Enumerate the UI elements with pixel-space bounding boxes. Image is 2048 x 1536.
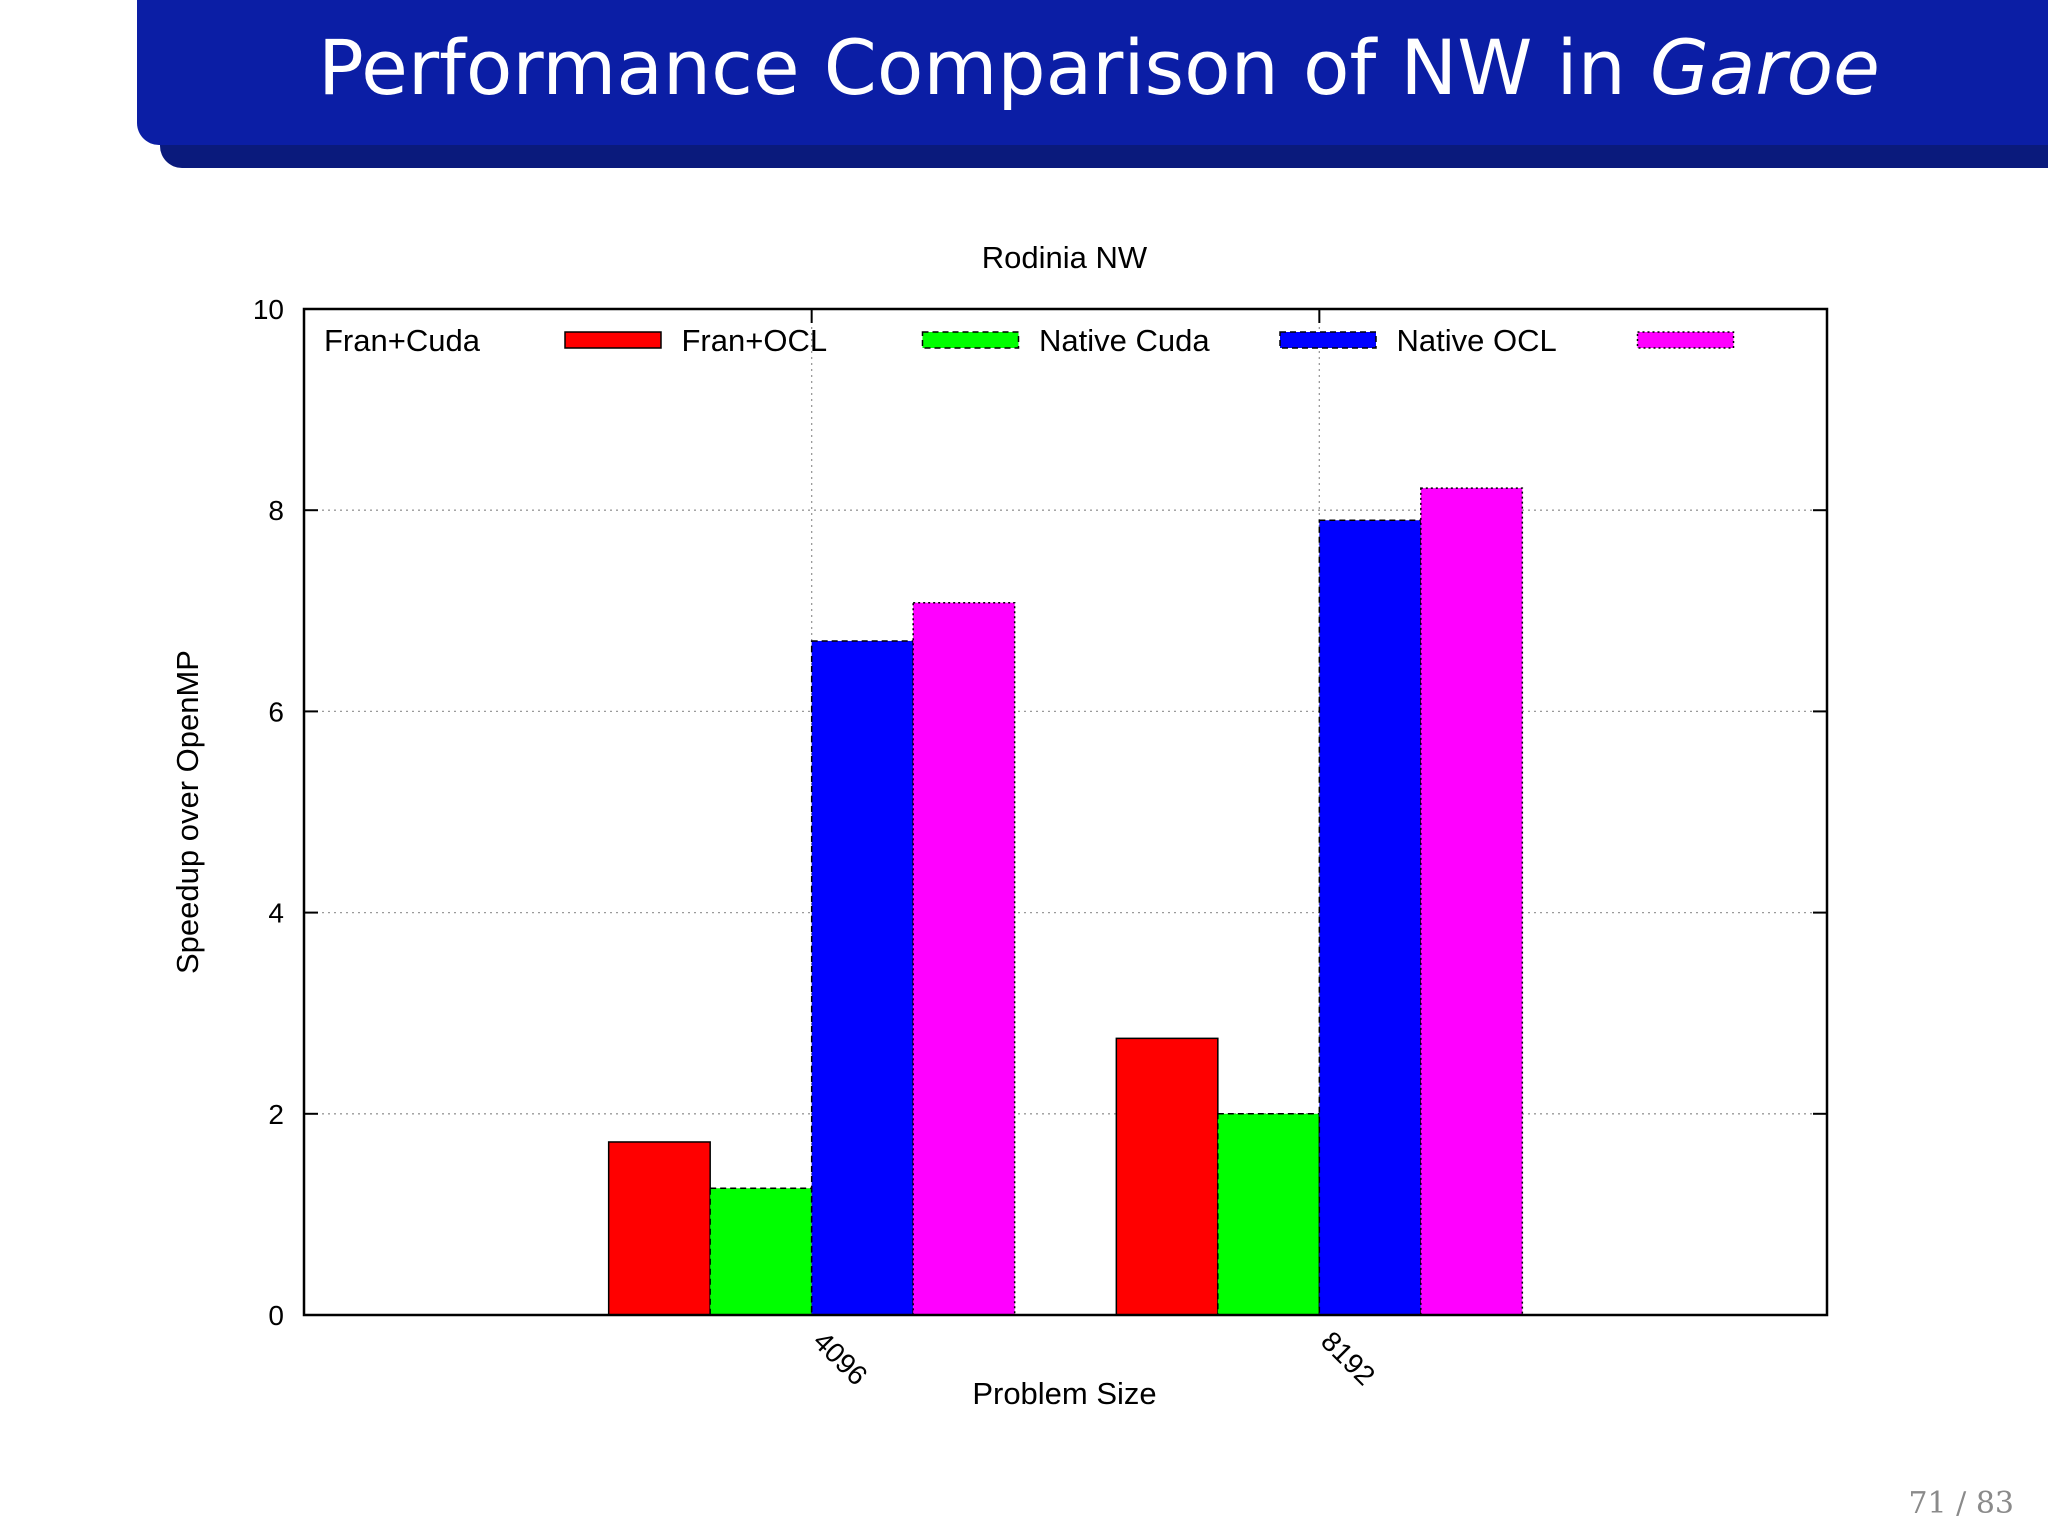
bar xyxy=(1115,1037,1219,1316)
legend-label: Native Cuda xyxy=(1039,323,1210,358)
bar xyxy=(1217,1113,1321,1316)
y-tick-label: 8 xyxy=(268,495,284,526)
y-tick-label: 10 xyxy=(253,294,284,325)
x-tick-label: 8192 xyxy=(1315,1325,1381,1391)
legend-swatch xyxy=(1279,331,1377,349)
slide-title-main: Performance Comparison of NW in xyxy=(318,23,1650,112)
bar xyxy=(1318,519,1422,1316)
y-tick-label: 6 xyxy=(268,696,284,727)
page-current: 71 xyxy=(1908,1486,1947,1521)
y-tick-label: 4 xyxy=(268,898,284,929)
plot-frame xyxy=(302,307,1829,1317)
x-tick-label: 4096 xyxy=(807,1325,873,1391)
legend-label: Native OCL xyxy=(1397,323,1557,358)
legend-swatch xyxy=(564,331,662,349)
y-tick-label: 2 xyxy=(268,1099,284,1130)
bar xyxy=(1420,487,1524,1316)
bar xyxy=(607,1141,711,1316)
page-number: 71 / 83 xyxy=(1908,1486,2014,1521)
bar xyxy=(810,640,914,1316)
legend-swatch xyxy=(1636,331,1735,349)
slide-title: Performance Comparison of NW in Garoe xyxy=(318,18,1880,118)
x-axis-label: Problem Size xyxy=(972,1376,1156,1411)
chart-title: Rodinia NW xyxy=(982,240,1148,275)
slide-title-emphasis: Garoe xyxy=(1649,23,1880,112)
legend-label: Fran+Cuda xyxy=(324,323,481,358)
bar xyxy=(709,1187,813,1316)
y-axis-label: Speedup over OpenMP xyxy=(170,650,205,974)
legend-swatch xyxy=(921,331,1020,349)
title-bar xyxy=(137,0,2048,145)
y-tick-label: 0 xyxy=(268,1300,284,1331)
bar xyxy=(912,602,1016,1316)
legend-label: Fran+OCL xyxy=(682,323,828,358)
page-total: 83 xyxy=(1975,1486,2014,1521)
